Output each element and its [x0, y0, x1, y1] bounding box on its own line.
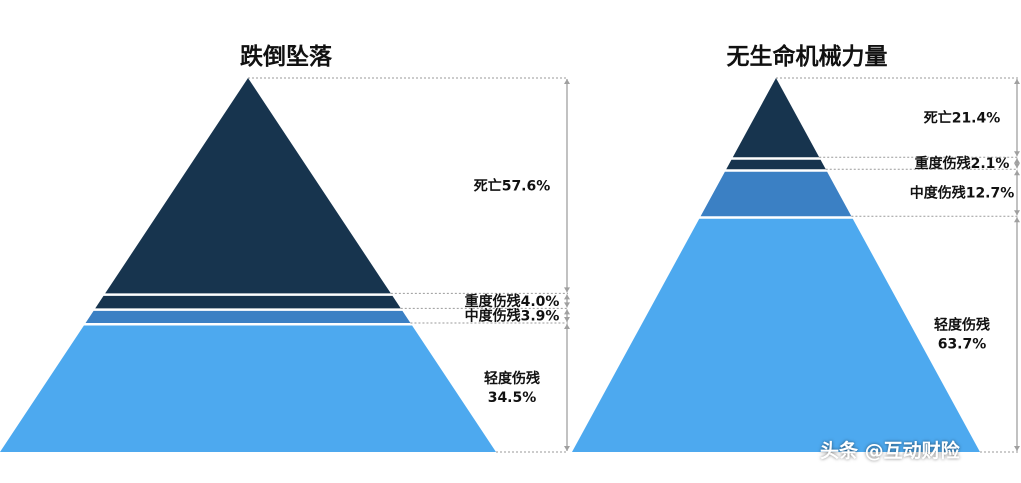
- bracket-arrow-bottom: [1014, 446, 1020, 451]
- chart-title: 跌倒坠落: [240, 43, 333, 70]
- layer-label: 死亡21.4%: [923, 110, 1001, 127]
- bracket-arrow-bottom: [1014, 210, 1020, 216]
- bracket-arrow-bottom: [564, 316, 570, 322]
- layer-label: 轻度伤残: [934, 317, 990, 334]
- bracket-arrow-bottom: [564, 287, 570, 293]
- bracket-arrow-top: [564, 309, 570, 315]
- layer-1: [105, 78, 391, 294]
- bracket-arrow-top: [1014, 170, 1020, 176]
- layer-label: 重度伤残4.0%: [465, 293, 560, 310]
- layer-4: [572, 218, 980, 452]
- layer-2: [95, 295, 401, 309]
- bracket-arrow-top: [1014, 217, 1020, 223]
- layer-label: 中度伤残3.9%: [465, 308, 560, 325]
- layer-label: 死亡57.6%: [473, 178, 551, 195]
- bracket-arrow-bottom: [1014, 163, 1020, 169]
- layer-4: [0, 325, 496, 452]
- bracket-arrow-top: [1014, 158, 1020, 164]
- bracket-arrow-top: [564, 323, 570, 329]
- bracket-arrow-bottom: [564, 446, 570, 451]
- layer-3: [85, 310, 411, 323]
- layer-label: 34.5%: [488, 390, 537, 406]
- bracket-arrow-bottom: [1014, 151, 1020, 157]
- chart-title: 无生命机械力量: [727, 43, 888, 70]
- watermark: 头条 @互动财险: [820, 440, 960, 462]
- layer-label: 轻度伤残: [484, 370, 540, 387]
- bracket-arrow-top: [564, 79, 570, 84]
- layer-3: [700, 171, 852, 217]
- layer-label: 重度伤残2.1%: [915, 155, 1010, 172]
- layer-label: 中度伤残12.7%: [910, 185, 1015, 202]
- bracket-arrow-top: [564, 294, 570, 300]
- layer-label: 63.7%: [938, 337, 987, 353]
- bracket-arrow-top: [1014, 79, 1020, 84]
- layer-2: [726, 159, 826, 170]
- layer-1: [732, 78, 820, 158]
- bracket-arrow-bottom: [564, 302, 570, 308]
